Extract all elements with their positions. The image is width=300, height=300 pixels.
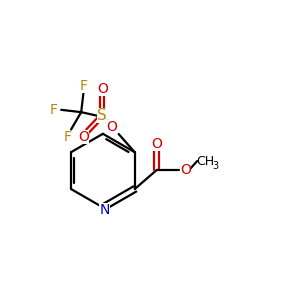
Text: O: O — [152, 137, 162, 151]
Text: O: O — [107, 121, 118, 134]
Text: 3: 3 — [212, 161, 218, 171]
Text: N: N — [99, 203, 110, 218]
Text: O: O — [78, 130, 89, 145]
Text: O: O — [97, 82, 108, 96]
Text: F: F — [50, 103, 58, 117]
Text: S: S — [98, 108, 107, 123]
Text: F: F — [80, 79, 88, 93]
Text: O: O — [180, 163, 191, 177]
Text: F: F — [63, 130, 71, 144]
Text: CH: CH — [196, 154, 214, 167]
